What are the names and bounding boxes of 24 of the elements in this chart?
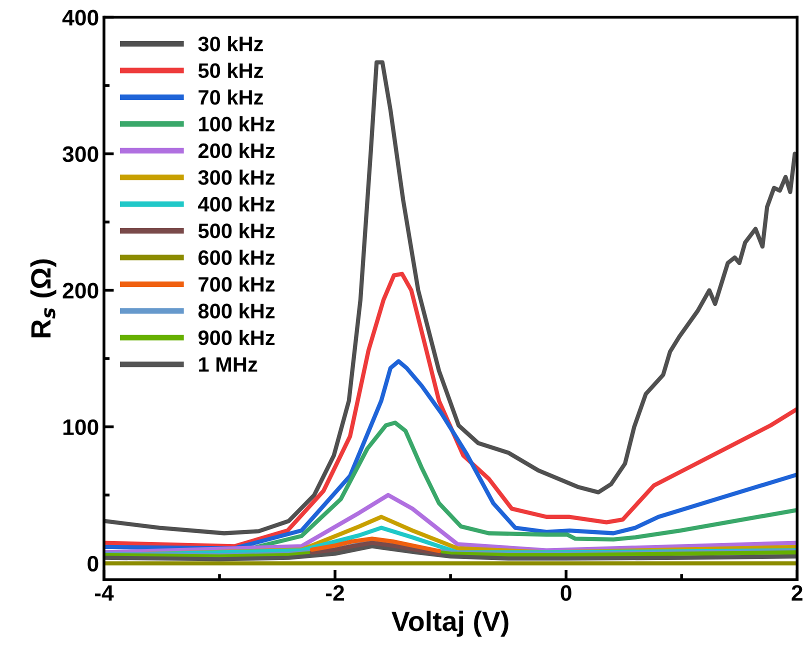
x-axis-title: Voltaj (V): [392, 610, 508, 637]
legend-label: 1 MHz: [199, 357, 258, 372]
y-axis-title: R$_{s}$ (Ω): [30, 259, 56, 338]
x-tick-label: 2: [792, 585, 802, 601]
legend-label: 800 kHz: [198, 303, 275, 318]
legend-label: 70 kHz: [198, 89, 263, 105]
legend-label: 100 kHz: [199, 116, 275, 132]
y-tick-label: 100: [63, 419, 98, 436]
legend-label: 30 kHz: [198, 36, 263, 52]
x-tick-label: 0: [560, 585, 572, 601]
legend-label: 300 kHz: [198, 170, 275, 185]
legend-label: 600 kHz: [198, 250, 275, 266]
y-tick-label: 200: [62, 282, 98, 299]
x-tick-label: -4: [94, 585, 114, 601]
legend-label: 400 kHz: [198, 196, 275, 212]
y-tick-label: 300: [62, 146, 98, 162]
legend-label: 200 kHz: [198, 142, 275, 158]
legend-label: 500 kHz: [198, 223, 275, 238]
x-tick-label: -2: [326, 585, 344, 601]
y-tick-label: 0: [88, 556, 98, 572]
legend-label: 900 kHz: [198, 330, 275, 346]
legend-label: 700 kHz: [198, 276, 275, 292]
legend-label: 50 kHz: [198, 62, 263, 78]
y-tick-label: 400: [62, 10, 98, 26]
